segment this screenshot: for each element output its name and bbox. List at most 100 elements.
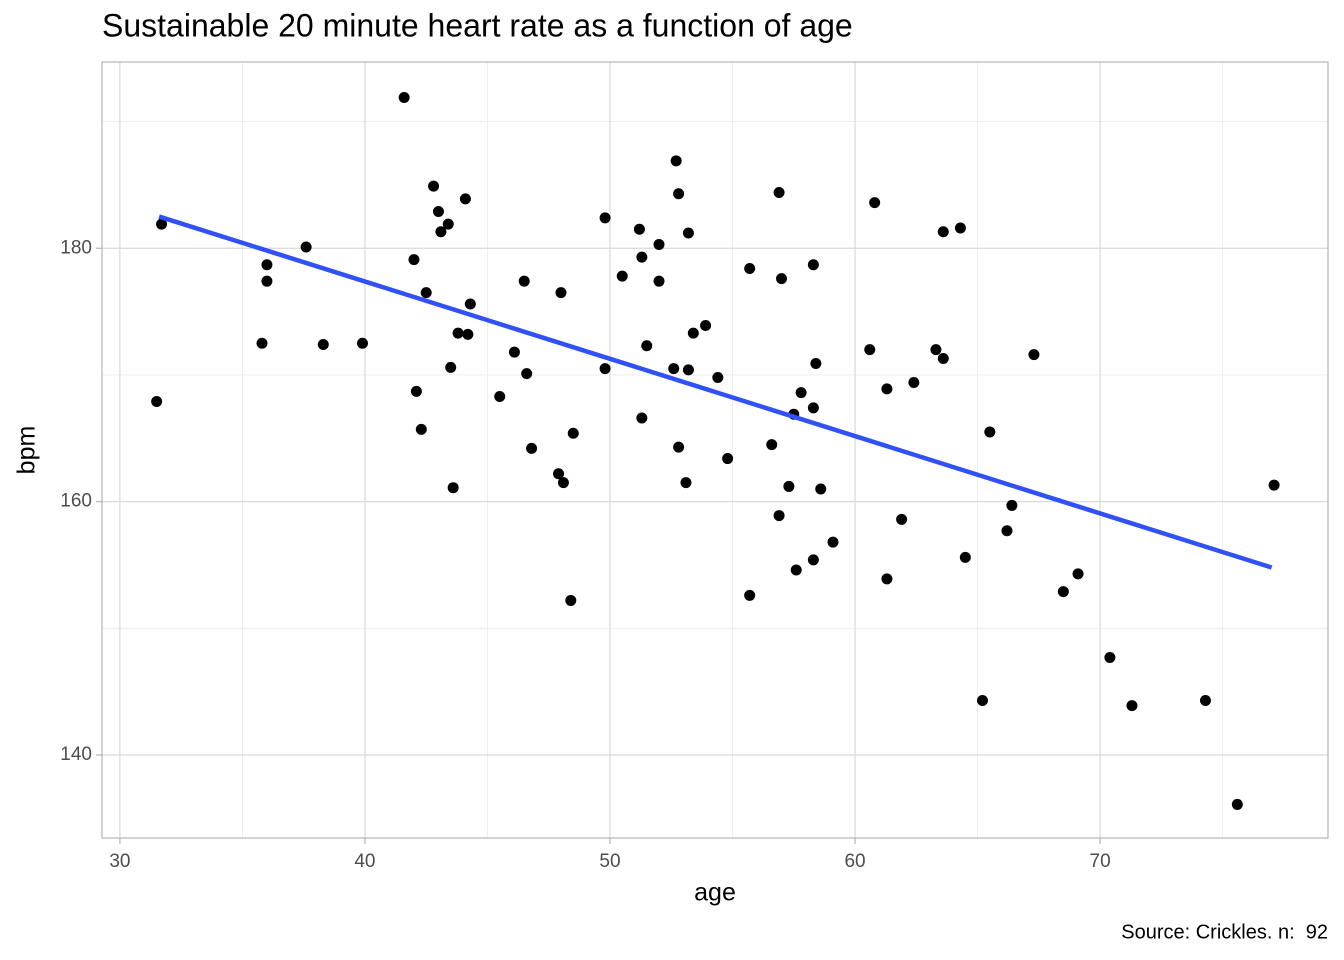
trend-line — [158, 214, 1273, 570]
point — [356, 337, 368, 349]
point — [521, 368, 533, 380]
chart-title: Sustainable 20 minute heart rate as a fu… — [102, 7, 853, 43]
x-axis-title: age — [694, 879, 736, 907]
point — [984, 426, 996, 438]
point — [557, 477, 569, 489]
point — [954, 222, 966, 234]
point — [256, 337, 268, 349]
point — [420, 287, 432, 299]
point — [261, 275, 273, 287]
point — [565, 594, 577, 606]
point — [807, 259, 819, 271]
y-axis-title: bpm — [13, 426, 41, 475]
point — [776, 273, 788, 285]
x-tick-label: 70 — [1090, 851, 1111, 872]
point — [1126, 700, 1138, 712]
point — [976, 695, 988, 707]
point — [616, 270, 628, 282]
point — [807, 402, 819, 414]
point — [810, 358, 822, 370]
point — [795, 387, 807, 399]
point — [881, 383, 893, 395]
point — [452, 327, 464, 339]
y-tick-label: 180 — [60, 237, 92, 258]
point — [869, 197, 881, 209]
point — [1231, 798, 1243, 810]
point — [930, 344, 942, 356]
point — [415, 423, 427, 435]
point — [680, 477, 692, 489]
point — [1001, 525, 1013, 537]
panel-border — [101, 61, 1329, 839]
point — [445, 361, 457, 373]
caption: Source: Crickles. n: 92 — [1121, 921, 1328, 943]
point — [744, 589, 756, 601]
point — [682, 227, 694, 239]
y-tick-label: 140 — [60, 744, 92, 765]
point — [410, 385, 422, 397]
point — [526, 442, 538, 454]
point — [722, 453, 734, 465]
point — [1268, 479, 1280, 491]
point — [317, 339, 329, 351]
point — [827, 536, 839, 548]
point — [599, 212, 611, 224]
point — [555, 287, 567, 299]
point — [408, 254, 420, 266]
point — [261, 259, 273, 271]
point — [815, 483, 827, 495]
point — [641, 340, 653, 352]
point — [459, 193, 471, 205]
y-tick-label: 160 — [60, 491, 92, 512]
point — [682, 364, 694, 376]
point — [518, 275, 530, 287]
point — [435, 226, 447, 238]
point — [300, 241, 312, 253]
point — [700, 320, 712, 332]
x-tick-label: 40 — [354, 851, 375, 872]
point — [428, 180, 440, 192]
point — [1057, 586, 1069, 598]
point — [673, 188, 685, 200]
x-tick-label: 60 — [844, 851, 865, 872]
point — [653, 238, 665, 250]
point — [673, 441, 685, 453]
point — [744, 263, 756, 275]
point — [670, 155, 682, 167]
point — [1006, 499, 1018, 511]
point — [1028, 349, 1040, 361]
point — [553, 468, 565, 480]
point — [864, 344, 876, 356]
point — [636, 412, 648, 424]
point — [653, 275, 665, 287]
point — [937, 226, 949, 238]
point — [447, 482, 459, 494]
point — [432, 205, 444, 217]
point — [959, 551, 971, 563]
x-tick-label: 50 — [599, 851, 620, 872]
point — [896, 513, 908, 525]
point — [398, 91, 410, 103]
point — [687, 327, 699, 339]
point — [464, 298, 476, 310]
point — [1072, 568, 1084, 580]
point — [937, 352, 949, 364]
point — [773, 186, 785, 198]
point — [151, 396, 163, 408]
point — [668, 363, 680, 375]
x-tick-label: 30 — [109, 851, 130, 872]
point — [783, 480, 795, 492]
point — [1104, 651, 1116, 663]
point — [766, 439, 778, 451]
point — [773, 510, 785, 522]
point — [1199, 695, 1211, 707]
point — [908, 377, 920, 389]
point — [712, 371, 724, 383]
point — [633, 223, 645, 235]
point — [807, 554, 819, 566]
point — [462, 328, 474, 340]
point — [790, 564, 802, 576]
point — [567, 427, 579, 439]
point — [494, 390, 506, 402]
